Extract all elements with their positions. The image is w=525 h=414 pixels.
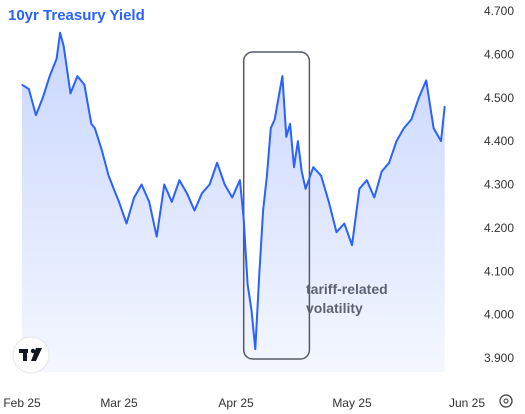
- data-point: [373, 196, 375, 199]
- data-point: [28, 88, 30, 90]
- data-point: [224, 183, 226, 186]
- data-point: [293, 166, 295, 168]
- x-tick-label: Mar 25: [100, 396, 138, 410]
- data-point: [274, 118, 276, 120]
- y-tick-label: 4.500: [484, 91, 514, 105]
- data-point: [403, 127, 405, 129]
- data-point: [156, 236, 158, 238]
- data-point: [250, 309, 253, 311]
- data-point: [254, 348, 256, 350]
- data-point: [366, 179, 368, 181]
- data-point: [94, 127, 96, 129]
- data-point: [444, 105, 446, 107]
- x-tick-label: Feb 25: [3, 396, 41, 410]
- x-tick-label: Jun 25: [449, 396, 485, 410]
- data-point: [320, 175, 322, 177]
- data-point: [281, 75, 283, 77]
- data-point: [63, 45, 65, 47]
- data-point: [358, 188, 360, 190]
- data-point: [425, 79, 427, 81]
- y-tick-label: 4.400: [484, 134, 514, 148]
- data-point: [133, 196, 135, 199]
- data-point: [209, 183, 211, 186]
- y-tick-label: 3.900: [484, 351, 514, 365]
- data-point: [381, 170, 383, 173]
- data-point: [343, 222, 345, 225]
- data-point: [266, 175, 268, 177]
- data-point: [163, 183, 165, 186]
- data-point: [270, 127, 272, 129]
- chart-settings-icon[interactable]: [499, 394, 513, 408]
- data-point: [101, 149, 103, 151]
- chart-title: 10yr Treasury Yield: [8, 7, 145, 24]
- data-point: [76, 75, 78, 77]
- data-point: [186, 192, 188, 194]
- area-fill: [22, 32, 445, 372]
- data-point: [21, 84, 23, 86]
- data-point: [297, 140, 299, 142]
- data-point: [243, 218, 245, 220]
- data-point: [49, 75, 51, 77]
- data-point: [410, 118, 412, 120]
- annotation-line-1: tariff-related: [306, 281, 388, 297]
- data-point: [125, 222, 128, 225]
- data-point: [328, 201, 330, 203]
- y-tick-label: 4.100: [484, 264, 514, 278]
- data-point: [262, 209, 264, 212]
- data-point: [433, 127, 435, 129]
- data-point: [239, 179, 241, 181]
- data-point: [42, 97, 44, 99]
- data-point: [216, 162, 218, 164]
- y-axis: 4.700 4.600 4.500 4.400 4.300 4.200 4.100 4.000…: [484, 4, 514, 365]
- data-point: [247, 283, 249, 285]
- data-point: [351, 244, 353, 246]
- data-point: [118, 201, 120, 203]
- x-tick-label: Apr 25: [218, 396, 254, 410]
- data-point: [395, 140, 398, 142]
- data-point: [258, 275, 260, 277]
- data-point: [388, 162, 390, 164]
- tv-logo-icon: [12, 336, 50, 374]
- data-point: [289, 123, 291, 125]
- x-axis: Feb 25 Mar 25 Apr 25 May 25 Jun 25: [3, 396, 485, 410]
- data-point: [285, 136, 287, 138]
- data-point: [141, 183, 143, 186]
- data-point: [178, 179, 180, 181]
- data-point: [69, 92, 72, 94]
- y-tick-label: 4.300: [484, 178, 514, 192]
- area-fill-layer: [22, 32, 445, 372]
- y-tick-label: 4.700: [484, 4, 514, 18]
- data-point: [301, 170, 303, 173]
- data-point: [90, 123, 92, 125]
- y-tick-label: 4.200: [484, 221, 514, 235]
- data-point: [231, 196, 233, 199]
- data-point: [171, 201, 173, 203]
- data-point: [108, 175, 110, 177]
- series-line-layer: [21, 31, 446, 351]
- y-tick-label: 4.000: [484, 308, 514, 322]
- data-point: [440, 140, 442, 142]
- data-point: [56, 58, 58, 60]
- annotation-line-2: volatility: [306, 300, 363, 316]
- data-point: [193, 209, 196, 212]
- data-point: [305, 188, 307, 190]
- data-point: [59, 32, 61, 34]
- data-point: [201, 192, 203, 194]
- data-point: [418, 97, 420, 99]
- x-tick-label: May 25: [332, 396, 372, 410]
- data-point: [114, 192, 117, 194]
- data-point: [312, 166, 314, 168]
- annotation-box: [242, 51, 311, 360]
- data-point: [35, 114, 37, 116]
- data-point: [335, 231, 338, 233]
- data-point: [148, 201, 150, 203]
- data-point: [83, 84, 85, 86]
- data-point: [277, 97, 280, 99]
- y-tick-label: 4.600: [484, 47, 514, 61]
